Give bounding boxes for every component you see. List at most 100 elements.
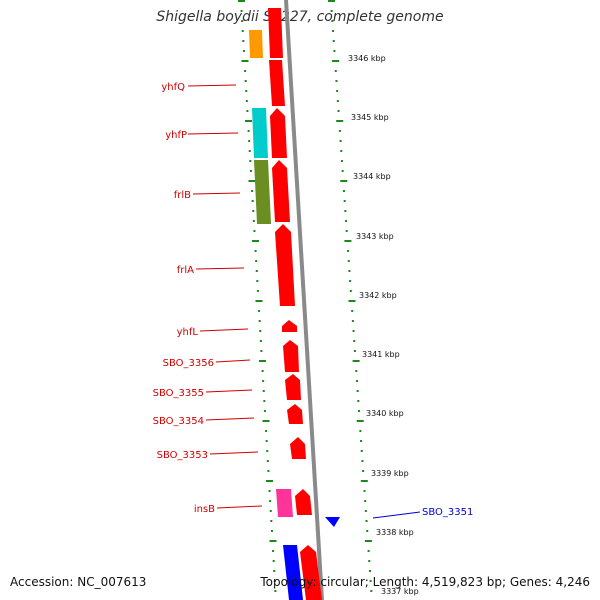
ruler-tick [238, 0, 245, 2]
scale-label: 3342 kbp [359, 291, 397, 300]
ruler-tick [249, 160, 252, 162]
gene-label[interactable]: SBO_3356 [163, 358, 214, 369]
gene-label[interactable]: SBO_3355 [153, 388, 204, 399]
ruler-tick [268, 490, 271, 492]
ruler-tick [347, 250, 350, 252]
ruler-tick [252, 210, 255, 212]
ruler-tick [336, 100, 339, 102]
ruler-tick [337, 110, 340, 112]
ruler-tick [261, 370, 264, 372]
cyan-feature[interactable] [252, 108, 268, 158]
ruler-tick [267, 470, 270, 472]
ruler-tick [259, 330, 262, 332]
gene-arrow-frlA[interactable] [275, 224, 295, 306]
ruler-tick [355, 370, 358, 372]
ruler-tick [364, 500, 367, 502]
gene-label[interactable]: SBO_3351 [422, 507, 473, 518]
ruler-tick [364, 540, 372, 542]
ruler-tick [339, 140, 342, 142]
ruler-tick [263, 410, 266, 412]
gene-label[interactable]: yhfQ [161, 82, 185, 93]
gene-arrow-top[interactable] [268, 8, 283, 58]
gene-arrow-yhfP[interactable] [270, 108, 287, 158]
ruler-tick [334, 70, 337, 72]
ruler-tick [241, 20, 244, 22]
gene-arrow-insB[interactable] [295, 489, 312, 515]
ruler-tick [366, 530, 369, 532]
gene-label[interactable]: insB [194, 504, 215, 515]
ruler-tick [265, 430, 268, 432]
ruler-tick [331, 20, 334, 22]
ruler-tick [260, 350, 263, 352]
gene-arrow-SBO_3356[interactable] [283, 340, 299, 372]
ruler-tick [364, 510, 367, 512]
ruler-tick [245, 120, 252, 122]
ruler-tick [248, 150, 251, 152]
gene-label[interactable]: SBO_3353 [157, 450, 208, 461]
ruler-tick [353, 340, 356, 342]
gene-arrow-yhfQ[interactable] [269, 60, 285, 106]
ruler-tick [359, 430, 362, 432]
map-title: Shigella boydii Sb227, complete genome [156, 9, 444, 25]
ruler-tick [342, 190, 345, 192]
gene-label[interactable]: frlA [177, 265, 194, 276]
ruler-tick [336, 120, 344, 122]
ruler-tick [274, 590, 277, 592]
gene-arrow-SBO_3354[interactable] [287, 404, 303, 424]
ruler-tick [358, 410, 361, 412]
ruler-tick [361, 460, 364, 462]
ruler-tick [332, 30, 335, 32]
ruler-tick [270, 530, 273, 532]
ruler-tick [249, 170, 252, 172]
ruler-tick [370, 590, 373, 592]
gene-label[interactable]: SBO_3354 [153, 416, 204, 427]
ruler-tick [345, 220, 348, 222]
gene-arrow-yhfL[interactable] [282, 320, 297, 332]
magenta-feature[interactable] [276, 489, 293, 517]
ruler-tick [269, 540, 277, 542]
scale-label: 3343 kbp [356, 232, 394, 241]
scale-label: 3338 kbp [376, 528, 414, 537]
ruler-tick [251, 200, 254, 202]
ruler-tick [262, 390, 265, 392]
scale-label: 3346 kbp [348, 54, 386, 63]
ruler-tick [368, 570, 371, 572]
orange-feature[interactable] [249, 30, 263, 58]
gene-label[interactable]: frlB [174, 190, 191, 201]
genome-summary: Topology: circular; Length: 4,519,823 bp… [260, 575, 590, 589]
ruler-tick [336, 90, 339, 92]
ruler-tick [256, 280, 259, 282]
ruler-tick [269, 500, 272, 502]
ruler-tick [262, 420, 270, 422]
ruler-tick [253, 230, 256, 232]
ruler-tick [248, 180, 256, 182]
ruler-tick [332, 60, 340, 62]
gene-arrow-SBO_3351[interactable] [325, 517, 340, 527]
gene-arrow-bottom[interactable] [300, 545, 322, 600]
gene-arrow-SBO_3353[interactable] [290, 437, 306, 459]
gene-label[interactable]: yhfL [177, 327, 199, 338]
left-ruler [238, 0, 277, 592]
ruler-tick [272, 560, 275, 562]
ruler-tick [365, 520, 368, 522]
ruler-tick [259, 340, 262, 342]
ruler-tick [241, 60, 249, 62]
gene-arrow-SBO_3355[interactable] [285, 374, 301, 400]
gene-arrow-frlB[interactable] [272, 160, 290, 222]
ruler-tick [356, 420, 364, 422]
ruler-tick [351, 310, 354, 312]
ruler-tick [344, 210, 347, 212]
ruler-tick [349, 290, 352, 292]
ruler-tick [340, 160, 343, 162]
ruler-tick [353, 350, 356, 352]
ruler-tick [340, 180, 348, 182]
olive-feature[interactable] [254, 160, 271, 224]
ruler-tick [368, 560, 371, 562]
ruler-tick [244, 70, 247, 72]
ruler-tick [343, 200, 346, 202]
ruler-tick [352, 330, 355, 332]
gene-label[interactable]: yhfP [165, 130, 187, 141]
blue-feature-bottom[interactable] [283, 545, 303, 600]
ruler-tick [265, 440, 268, 442]
